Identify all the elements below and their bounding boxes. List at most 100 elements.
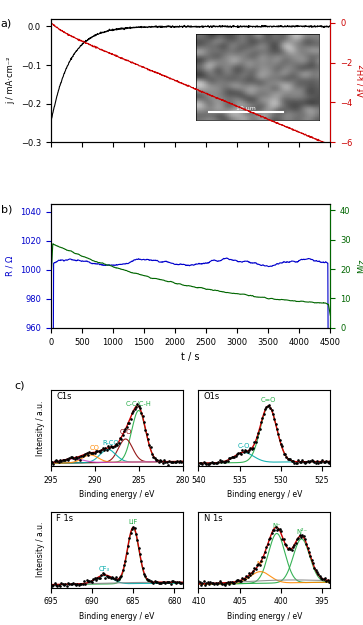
Point — [117, 572, 123, 582]
Point — [112, 574, 118, 584]
Point — [171, 576, 176, 586]
Point — [322, 458, 328, 468]
Point — [196, 460, 201, 470]
Point — [260, 552, 265, 562]
Point — [132, 524, 138, 534]
Point — [245, 572, 251, 582]
Point — [161, 455, 167, 465]
Point — [70, 453, 76, 463]
Point — [205, 459, 211, 469]
Point — [218, 578, 224, 588]
Point — [53, 456, 59, 466]
Point — [90, 448, 96, 458]
Point — [277, 435, 283, 445]
Point — [133, 402, 139, 412]
Point — [270, 409, 276, 419]
Point — [258, 556, 264, 566]
Point — [84, 575, 90, 585]
Text: F 1s: F 1s — [56, 514, 73, 523]
Point — [281, 449, 287, 459]
Point — [269, 528, 275, 538]
Point — [164, 458, 170, 468]
Point — [137, 549, 143, 559]
Point — [85, 576, 91, 586]
Point — [289, 456, 295, 466]
Point — [309, 456, 315, 466]
Point — [141, 569, 147, 579]
Point — [168, 457, 174, 467]
Point — [224, 456, 229, 466]
Point — [230, 578, 236, 587]
Point — [106, 443, 112, 453]
X-axis label: Binding energy / eV: Binding energy / eV — [227, 490, 302, 499]
Point — [285, 544, 291, 554]
Point — [100, 443, 106, 453]
Point — [118, 571, 124, 581]
Point — [276, 429, 281, 439]
Point — [237, 576, 243, 586]
Text: N 1s: N 1s — [204, 514, 223, 523]
Point — [94, 446, 100, 456]
Point — [248, 443, 253, 453]
Y-axis label: Intensity / a.u.: Intensity / a.u. — [36, 522, 45, 578]
Point — [120, 430, 126, 440]
Point — [218, 457, 224, 467]
Point — [171, 458, 176, 468]
Point — [169, 457, 175, 467]
Point — [257, 560, 263, 570]
Text: C-O: C-O — [119, 429, 132, 436]
Point — [175, 578, 180, 587]
Point — [285, 454, 291, 464]
Point — [294, 534, 300, 544]
Point — [121, 426, 127, 436]
Point — [272, 414, 277, 424]
Point — [290, 542, 296, 552]
Point — [160, 458, 166, 468]
Point — [299, 530, 305, 540]
Point — [50, 459, 56, 469]
Point — [58, 456, 64, 466]
Text: N²⁻: N²⁻ — [296, 529, 307, 535]
Point — [273, 419, 279, 429]
Point — [213, 458, 219, 468]
Point — [180, 457, 185, 467]
Point — [104, 445, 110, 455]
Point — [205, 577, 211, 587]
Point — [264, 402, 269, 412]
Point — [236, 575, 241, 585]
Point — [290, 456, 296, 466]
Point — [244, 571, 249, 581]
Point — [323, 576, 329, 586]
Point — [262, 547, 268, 557]
Point — [121, 560, 127, 570]
Point — [133, 529, 139, 539]
Point — [225, 456, 231, 466]
Point — [299, 456, 305, 466]
Point — [120, 565, 126, 575]
Point — [217, 455, 223, 465]
Point — [116, 438, 122, 448]
Point — [204, 578, 209, 587]
Point — [62, 579, 68, 589]
Point — [98, 445, 104, 455]
Point — [64, 581, 70, 591]
Point — [306, 547, 312, 557]
Point — [152, 454, 158, 464]
Point — [66, 579, 72, 589]
Point — [176, 577, 182, 587]
Point — [129, 408, 135, 418]
Point — [284, 452, 289, 462]
Point — [284, 540, 289, 550]
Point — [97, 446, 103, 456]
Point — [52, 456, 58, 466]
Point — [229, 577, 235, 587]
Point — [88, 576, 94, 586]
Point — [156, 578, 162, 587]
Point — [164, 577, 170, 587]
Point — [325, 457, 331, 467]
Y-axis label: M/z: M/z — [356, 259, 363, 273]
Point — [78, 579, 84, 589]
Point — [173, 458, 179, 468]
Point — [52, 578, 58, 588]
Point — [241, 447, 247, 457]
